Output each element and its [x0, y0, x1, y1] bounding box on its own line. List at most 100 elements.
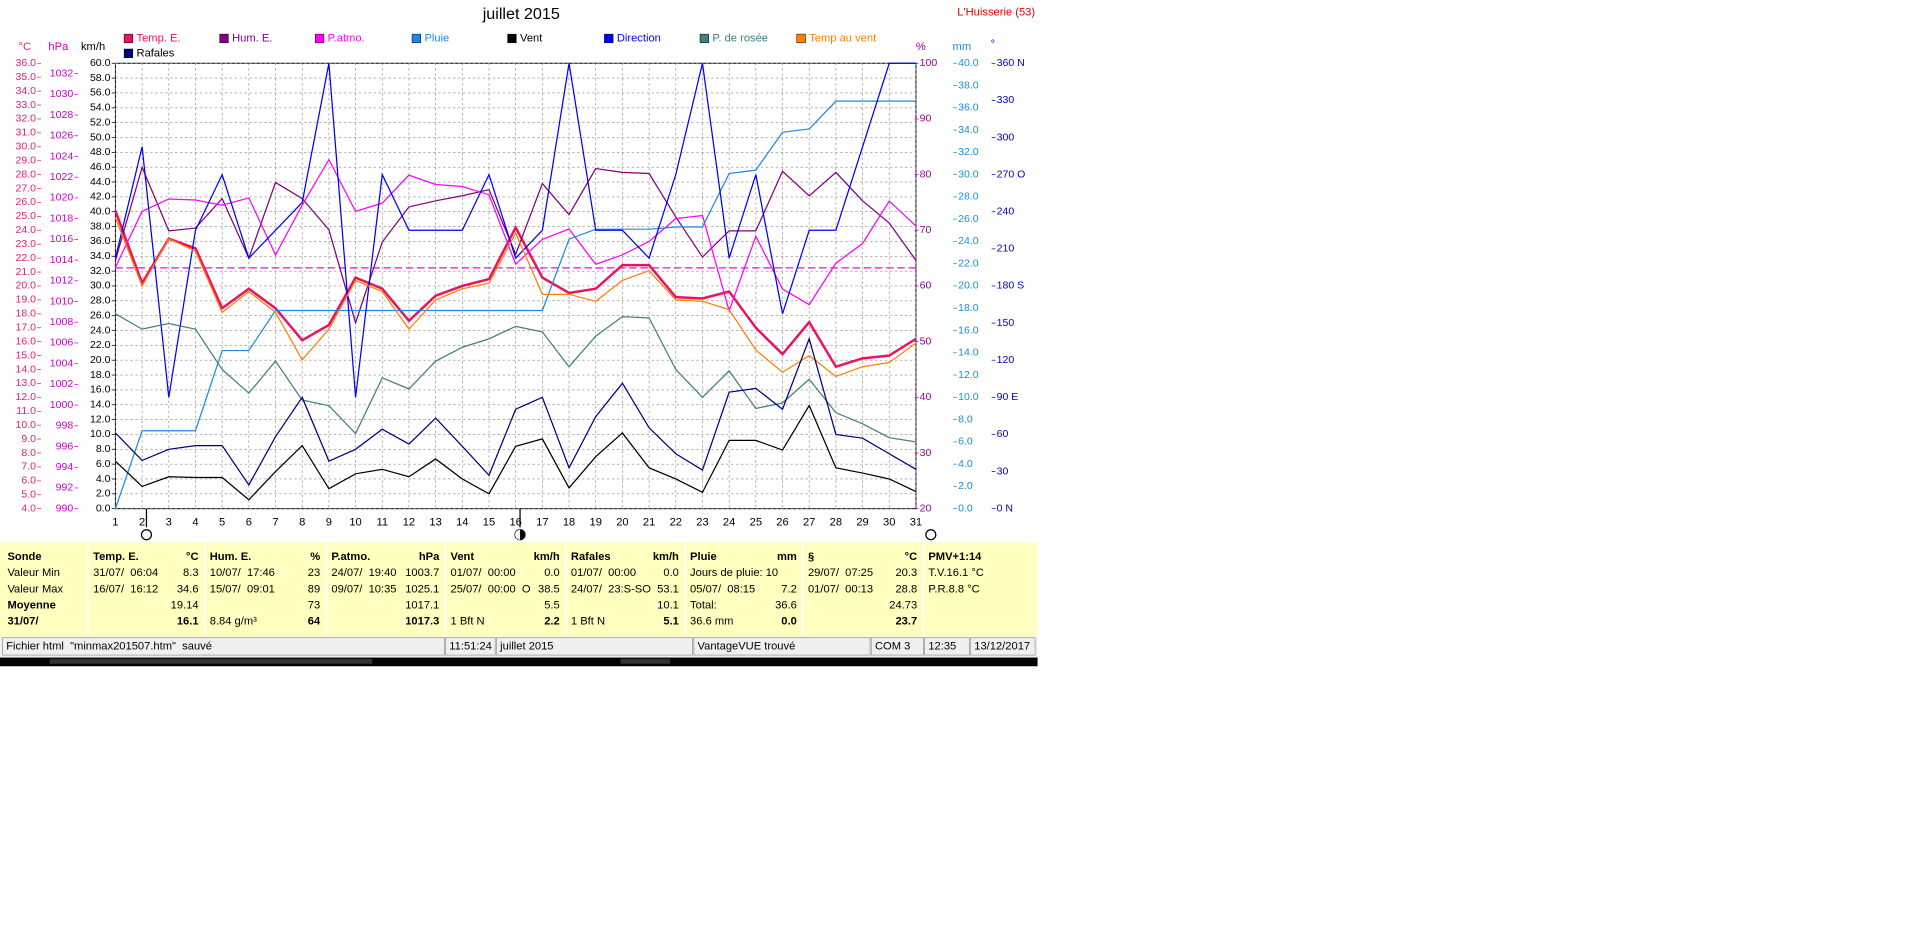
x-tick-label: 3 [166, 516, 172, 528]
y-tick-label: 992 [56, 482, 74, 494]
y-tick-label: 36.0 [958, 102, 979, 114]
y-tick-label: 20.0 [958, 280, 979, 292]
y-tick-label: 40.0 [958, 57, 979, 69]
y-tick-label: 22.0 [15, 252, 36, 264]
y-tick-label: 30.0 [15, 141, 36, 153]
y-tick-label: 22.0 [958, 257, 979, 269]
legend-swatch [123, 48, 134, 58]
table-cell: 64 [308, 616, 321, 628]
y-tick-label: 38.0 [90, 220, 111, 232]
table-cell: 28.8 [895, 583, 917, 595]
y-tick-label: 5.0 [21, 489, 36, 501]
table-cell: 24/07/ 19:40 [331, 567, 396, 579]
table-cell: Valeur Max [7, 583, 63, 595]
table-cell: 34.6 [177, 583, 199, 595]
chart-title: juillet 2015 [482, 5, 560, 23]
table-cell: 53.1 [657, 583, 679, 595]
table-cell: 73 [308, 599, 320, 611]
axis-title: km/h [81, 41, 105, 53]
taskbar-strip [0, 657, 1038, 667]
y-tick-label: 12.0 [90, 413, 111, 425]
x-tick-label: 16 [509, 516, 521, 528]
x-tick-label: 28 [830, 516, 842, 528]
y-tick-label: 1006 [50, 337, 74, 349]
y-tick-label: 52.0 [90, 116, 111, 128]
y-tick-label: 11.0 [16, 405, 36, 417]
legend-label: P. de rosée [712, 32, 768, 44]
y-tick-label: 8.0 [96, 443, 111, 455]
table-cell: 01/07/ 00:00 [451, 567, 516, 579]
x-tick-label: 4 [192, 516, 198, 528]
y-tick-label: 100 [920, 57, 938, 69]
x-tick-label: 27 [803, 516, 815, 528]
series-line [114, 404, 917, 501]
y-tick-label: 21.0 [15, 266, 36, 278]
y-tick-label: 4.0 [958, 458, 973, 470]
y-tick-label: 4.0 [96, 473, 111, 485]
series-line [115, 313, 917, 443]
table-cell: Sonde [7, 551, 41, 563]
y-tick-label: 1024 [50, 150, 74, 162]
y-tick-label: 24.0 [15, 224, 36, 236]
y-tick-label: 26.0 [958, 213, 979, 225]
y-tick-label: 27.0 [15, 182, 36, 194]
table-cell: 23.7 [895, 616, 917, 628]
y-tick-label: 35.0 [15, 71, 36, 83]
y-tick-label: 28.0 [90, 295, 111, 307]
y-tick-label: 30 [920, 447, 932, 459]
taskbar-item [620, 658, 671, 664]
table-cell: hPa [419, 551, 440, 563]
series-line [114, 217, 917, 378]
y-tick-label: 14.0 [90, 399, 111, 411]
y-tick-label: 80 [920, 168, 932, 180]
y-tick-label: 33.0 [15, 99, 36, 111]
x-tick-label: 2 [139, 516, 145, 528]
table-cell: 36.6 mm [690, 616, 733, 628]
y-tick-label: 1010 [50, 295, 74, 307]
y-tick-label: 60.0 [90, 57, 111, 69]
table-cell: 1 Bft N [571, 616, 605, 628]
y-tick-label: 990 [56, 502, 74, 514]
y-tick-label: 1002 [50, 378, 74, 390]
table-cell: Hum. E. [210, 551, 252, 563]
legend-swatch [699, 33, 709, 44]
y-tick-label: 54.0 [90, 102, 111, 114]
y-tick-label: 150 [997, 317, 1015, 329]
x-tick-label: 19 [590, 516, 602, 528]
y-tick-label: 58.0 [90, 72, 111, 84]
x-tick-label: 11 [376, 516, 388, 528]
y-tick-label: 50 [920, 335, 932, 347]
legend-label: Temp au vent [809, 32, 877, 44]
y-tick-label: 30.0 [90, 280, 111, 292]
y-tick-label: 46.0 [90, 161, 111, 173]
y-tick-label: 240 [997, 206, 1015, 218]
table-cell: 1017.1 [405, 599, 439, 611]
moon-phase [925, 529, 937, 541]
x-tick-label: 26 [776, 516, 788, 528]
table-cell: 1003.7 [405, 567, 439, 579]
stats-panel [0, 542, 1038, 637]
table-cell: 10/07/ 17:46 [210, 567, 275, 579]
table-cell: 1017.3 [405, 616, 439, 628]
y-tick-label: 60 [920, 280, 932, 292]
series-line [114, 62, 916, 398]
table-cell: 1025.1 [405, 583, 439, 595]
y-tick-label: 300 [997, 131, 1015, 143]
table-cell: km/h [653, 551, 679, 563]
status-text: 13/12/2017 [974, 640, 1030, 652]
y-tick-label: 32.0 [90, 265, 111, 277]
y-tick-label: 2.0 [958, 480, 973, 492]
y-tick-label: 1012 [50, 275, 74, 287]
y-tick-label: 6.0 [21, 475, 36, 487]
table-cell: 8.84 g/m³ [210, 616, 257, 628]
y-tick-label: 1004 [50, 357, 74, 369]
table-cell: 31/07/ [7, 616, 38, 628]
y-tick-label: 1000 [50, 399, 74, 411]
y-tick-label: 26.0 [90, 309, 111, 321]
y-tick-label: 1026 [50, 130, 74, 142]
table-cell: 25/07/ 00:00 O [451, 583, 531, 595]
y-tick-label: 36.0 [15, 57, 36, 69]
x-tick-label: 31 [910, 516, 922, 528]
table-cell: 29/07/ 07:25 [808, 567, 873, 579]
